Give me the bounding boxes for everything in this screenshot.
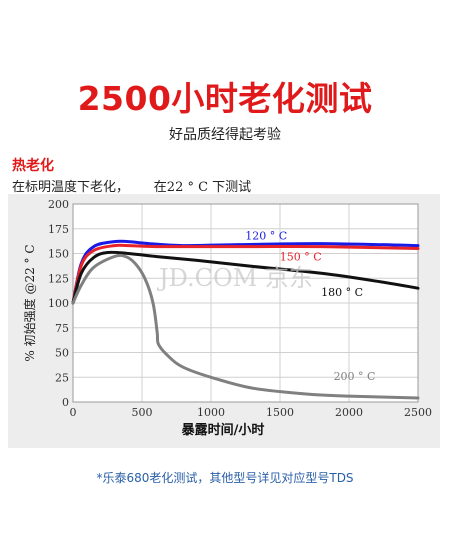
x-axis-label: 暴露时间/小时 — [181, 422, 265, 438]
y-tick-label: 150 — [48, 248, 69, 261]
series-line — [71, 239, 420, 305]
y-tick-label: 0 — [62, 396, 69, 409]
chart-frame: 0 25 50 75 100 125 150 175 200 0 500 1000 1500 2000 25… — [8, 194, 440, 448]
series-label: 120 ° C — [245, 230, 287, 243]
footnote: *乐泰680老化测试，其他型号详见对应型号TDS — [96, 471, 354, 485]
x-tick-label: 0 — [70, 406, 77, 419]
y-tick-label: 25 — [55, 371, 69, 384]
y-tick-label: 125 — [48, 272, 69, 285]
x-tick-label: 2000 — [335, 406, 363, 419]
page-title: 2500小时老化测试 — [77, 79, 373, 118]
y-axis-label: % 初始强度 @22 ° C — [22, 244, 37, 361]
test-condition: 在标明温度下老化， 在22 ° C 下测试 — [12, 180, 252, 195]
y-tick-label: 100 — [48, 297, 69, 310]
y-tick-label: 200 — [48, 198, 69, 211]
x-tick-label: 1500 — [266, 406, 294, 419]
section-label: 热老化 — [12, 158, 54, 174]
watermark: JD.COM 京东 — [156, 264, 313, 292]
series-label: 150 ° C — [280, 250, 322, 263]
y-tick-label: 50 — [55, 347, 69, 360]
series-line — [71, 253, 420, 400]
series-label: 180 ° C — [321, 286, 363, 299]
y-tick-label: 175 — [48, 223, 69, 236]
page-subtitle: 好品质经得起考验 — [169, 127, 281, 143]
x-tick-label: 2500 — [404, 406, 432, 419]
x-tick-label: 1000 — [197, 406, 225, 419]
series-line — [71, 250, 420, 305]
series-line — [71, 243, 420, 305]
y-tick-label: 75 — [55, 322, 69, 335]
x-tick-label: 500 — [132, 406, 153, 419]
series-label: 200 ° C — [334, 370, 376, 383]
